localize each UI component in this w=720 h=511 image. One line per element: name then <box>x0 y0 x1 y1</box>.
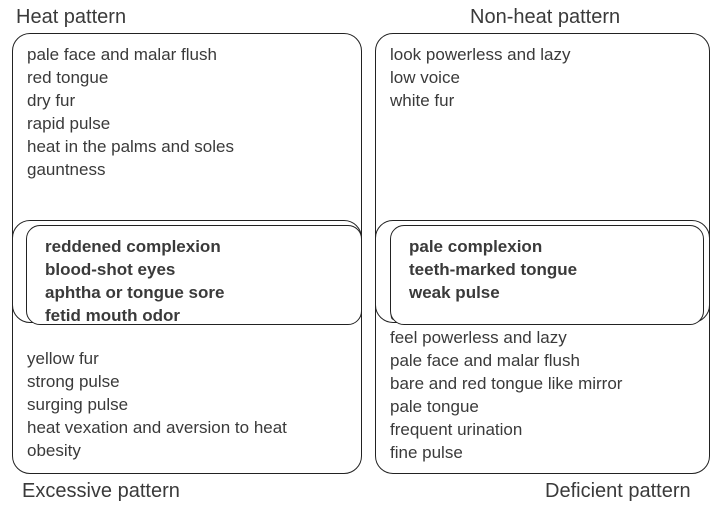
list-item: red tongue <box>27 67 347 90</box>
list-item: weak pulse <box>409 282 685 305</box>
excessive-items: yellow furstrong pulsesurging pulseheat … <box>27 348 287 463</box>
list-item: obesity <box>27 440 287 463</box>
list-item: yellow fur <box>27 348 287 371</box>
list-item: aphtha or tongue sore <box>45 282 343 305</box>
overlap-left-items: reddened complexionblood-shot eyesaphtha… <box>45 236 343 328</box>
list-item: dry fur <box>27 90 347 113</box>
list-item: strong pulse <box>27 371 287 394</box>
deficient-items: drowsiness, like to liefeel powerless an… <box>390 304 622 465</box>
list-item: feel powerless and lazy <box>390 327 622 350</box>
list-item: surging pulse <box>27 394 287 417</box>
list-item: fine pulse <box>390 442 622 465</box>
nonheat-items: look powerless and lazylow voicewhite fu… <box>390 44 695 113</box>
list-item: blood-shot eyes <box>45 259 343 282</box>
overlap-left: reddened complexionblood-shot eyesaphtha… <box>26 225 362 325</box>
list-item: pale face and malar flush <box>390 350 622 373</box>
list-item: gauntness <box>27 159 347 182</box>
label-nonheat: Non-heat pattern <box>470 6 620 29</box>
list-item: reddened complexion <box>45 236 343 259</box>
list-item: heat in the palms and soles <box>27 136 347 159</box>
list-item: pale complexion <box>409 236 685 259</box>
list-item: teeth-marked tongue <box>409 259 685 282</box>
overlap-right: pale complexionteeth-marked tongueweak p… <box>390 225 704 325</box>
list-item: pale tongue <box>390 396 622 419</box>
label-excessive: Excessive pattern <box>22 480 180 503</box>
list-item: fetid mouth odor <box>45 305 343 328</box>
list-item: rapid pulse <box>27 113 347 136</box>
list-item: pale face and malar flush <box>27 44 347 67</box>
label-deficient: Deficient pattern <box>545 480 691 503</box>
label-heat: Heat pattern <box>16 6 126 29</box>
list-item: heat vexation and aversion to heat <box>27 417 287 440</box>
heat-items: pale face and malar flushred tonguedry f… <box>27 44 347 182</box>
list-item: bare and red tongue like mirror <box>390 373 622 396</box>
overlap-right-items: pale complexionteeth-marked tongueweak p… <box>409 236 685 305</box>
list-item: frequent urination <box>390 419 622 442</box>
list-item: low voice <box>390 67 695 90</box>
list-item: white fur <box>390 90 695 113</box>
list-item: look powerless and lazy <box>390 44 695 67</box>
